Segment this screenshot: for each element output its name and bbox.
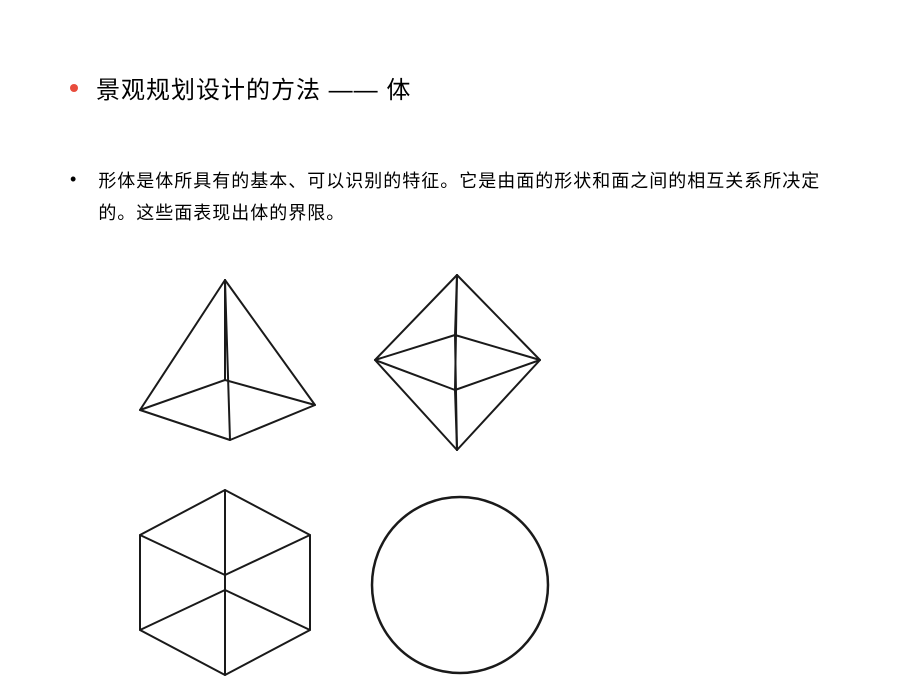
shapes-svg [100,260,580,680]
pyramid-shape [140,280,315,440]
bullet-icon [70,84,78,92]
body-row: • 形体是体所具有的基本、可以识别的特征。它是由面的形状和面之间的相互关系所决定… [70,165,850,229]
geometric-shapes-illustration [100,260,580,680]
cube-shape [140,490,310,675]
body-text: 形体是体所具有的基本、可以识别的特征。它是由面的形状和面之间的相互关系所决定的。… [98,165,850,229]
sphere-shape [372,497,548,673]
title-row: 景观规划设计的方法 —— 体 [70,70,850,105]
octahedron-shape [375,275,540,450]
slide-title: 景观规划设计的方法 —— 体 [96,70,411,105]
bullet-dot-icon: • [70,165,76,193]
